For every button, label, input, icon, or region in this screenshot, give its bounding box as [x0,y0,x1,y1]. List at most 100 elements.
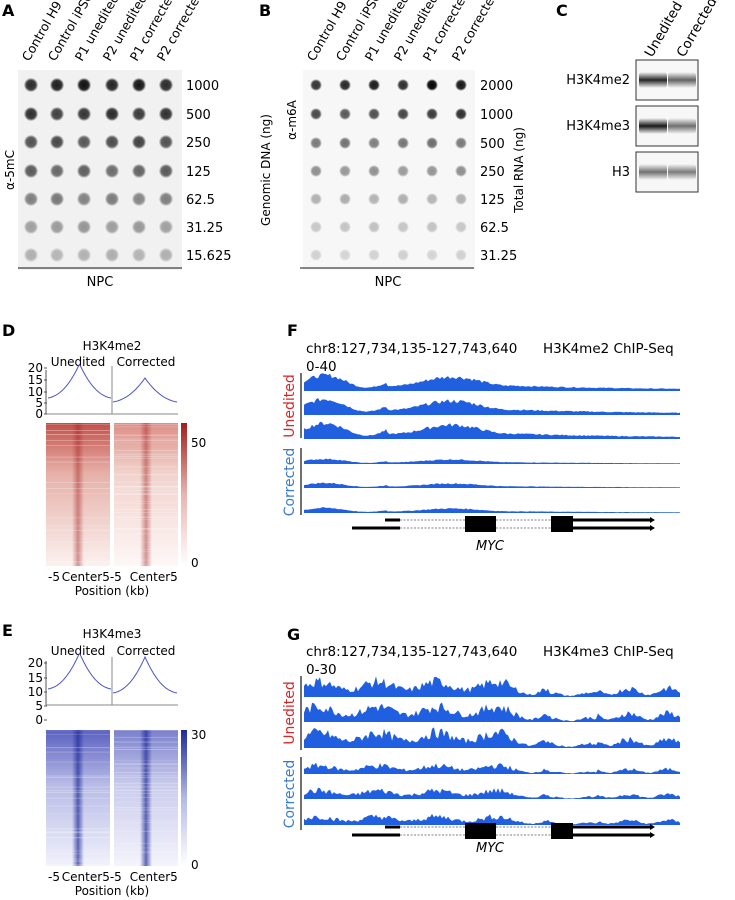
dot-blot-a-membrane [18,70,182,270]
heatmap-row-texture [114,503,178,504]
heatmap-row-texture [46,552,110,554]
profile-y-tick: 15 [28,671,43,685]
blot-dot [310,137,322,149]
heatmap-row-texture [114,434,178,436]
heatmap-row-texture [46,792,110,794]
panel-letter-b: B [259,1,271,20]
chip-track-unedited [304,398,680,415]
blot-dot [49,134,65,150]
panel-f: F chr8:127,734,135-127,743,640 H3K4me2 C… [282,321,680,554]
blot-dot [368,108,380,120]
gene-exon [465,831,496,839]
heatmap-row-texture [114,533,178,535]
profile-curve-corrected [112,655,178,694]
track-g-range: 0-30 [306,662,337,678]
blot-dot [455,165,467,177]
heatmap-row-texture [46,440,110,441]
heatmap-row-texture [46,837,110,839]
heatmap-row-texture [114,775,178,776]
heatmap-row-texture [46,805,110,807]
heatmap-row-texture [46,747,110,749]
heatmap-row-texture [46,529,110,531]
blot-dot [104,134,120,150]
heatmap-row-texture [114,516,178,518]
heatmap-row-texture [114,440,178,442]
heatmap-x-tick: 5-5 [102,570,122,584]
western-band [639,118,667,134]
heatmap-row-texture [114,792,178,794]
blot-dot [339,79,351,91]
heatmap-x-tick: -5 [48,870,60,884]
heatmap-row-texture [114,528,178,530]
amount-label: 250 [480,165,505,180]
heatmap-row-texture [114,457,178,459]
heatmap-x-label: Position (kb) [75,884,149,898]
track-g-locus: chr8:127,734,135-127,743,640 [306,644,517,660]
heatmap-row-texture [46,853,110,855]
amount-label: 500 [186,108,211,123]
heatmap-row-texture [114,551,178,552]
blot-dot [131,219,147,235]
blot-dot [76,163,92,179]
blot-dot [426,221,438,233]
heatmap-row-texture [114,490,178,491]
heatmap-row-texture [114,559,178,561]
track-f-assay: H3K4me2 ChIP-Seq [543,341,674,357]
track-g-assay: H3K4me3 ChIP-Seq [543,644,674,660]
panel-letter-c: C [556,1,568,20]
panel-letter-g: G [287,625,300,644]
blot-dot [426,108,438,120]
heatmap-row-texture [114,501,178,502]
track-g-group2-label: Corrected [282,760,298,829]
dot-blot-b-group-label: NPC [375,275,402,290]
heatmap-e-col-unedited: Unedited [51,644,105,658]
heatmap-row-texture [114,455,178,457]
profile-y-tick: 0 [35,407,43,421]
amount-label: 62.5 [186,193,215,208]
heatmap-row-texture [114,730,178,731]
heatmap-row-texture [114,776,178,778]
western-band [639,164,667,180]
blot-dot [158,163,174,179]
blot-dot [158,77,174,93]
profile-curve-corrected [112,377,178,403]
blot-dot [339,249,351,261]
track-f-range: 0-40 [306,359,337,375]
heatmap-row-texture [114,767,178,769]
heatmap-row-texture [114,796,178,798]
profile-y-tick: 5 [35,699,43,713]
heatmap-row-texture [114,807,178,809]
heatmap-row-texture [46,434,110,435]
blot-dot [310,108,322,120]
chip-track-unedited [304,727,680,748]
heatmap-colorbar [181,730,187,866]
heatmap-row-texture [46,828,110,830]
heatmap-row-texture [114,772,178,773]
heatmap-row-texture [114,782,178,784]
track-g-signal [304,676,680,825]
blot-dot [76,77,92,93]
dot-blot-b-rna-axis-label: Total RNA (ng) [512,127,526,214]
blot-dot [397,221,409,233]
heatmap-row-texture [46,561,110,563]
heatmap-row-texture [46,456,110,458]
heatmap-row-texture [114,528,178,530]
blot-dot [104,247,120,263]
amount-label: 1000 [186,79,219,94]
heatmap-row-texture [114,789,178,791]
blot-dot [397,193,409,205]
dot-blot-b-membrane [303,70,475,270]
heatmap-row-texture [46,832,110,834]
blot-dot [76,219,92,235]
blot-dot [310,165,322,177]
blot-dot [23,163,39,179]
heatmap-row-texture [114,563,178,565]
amount-label: 250 [186,136,211,151]
chip-track-corrected [304,507,680,513]
blot-dot [104,106,120,122]
heatmap-row-texture [46,790,110,792]
dot-blot-b-genomic-axis-label: Genomic DNA (ng) [259,114,273,226]
